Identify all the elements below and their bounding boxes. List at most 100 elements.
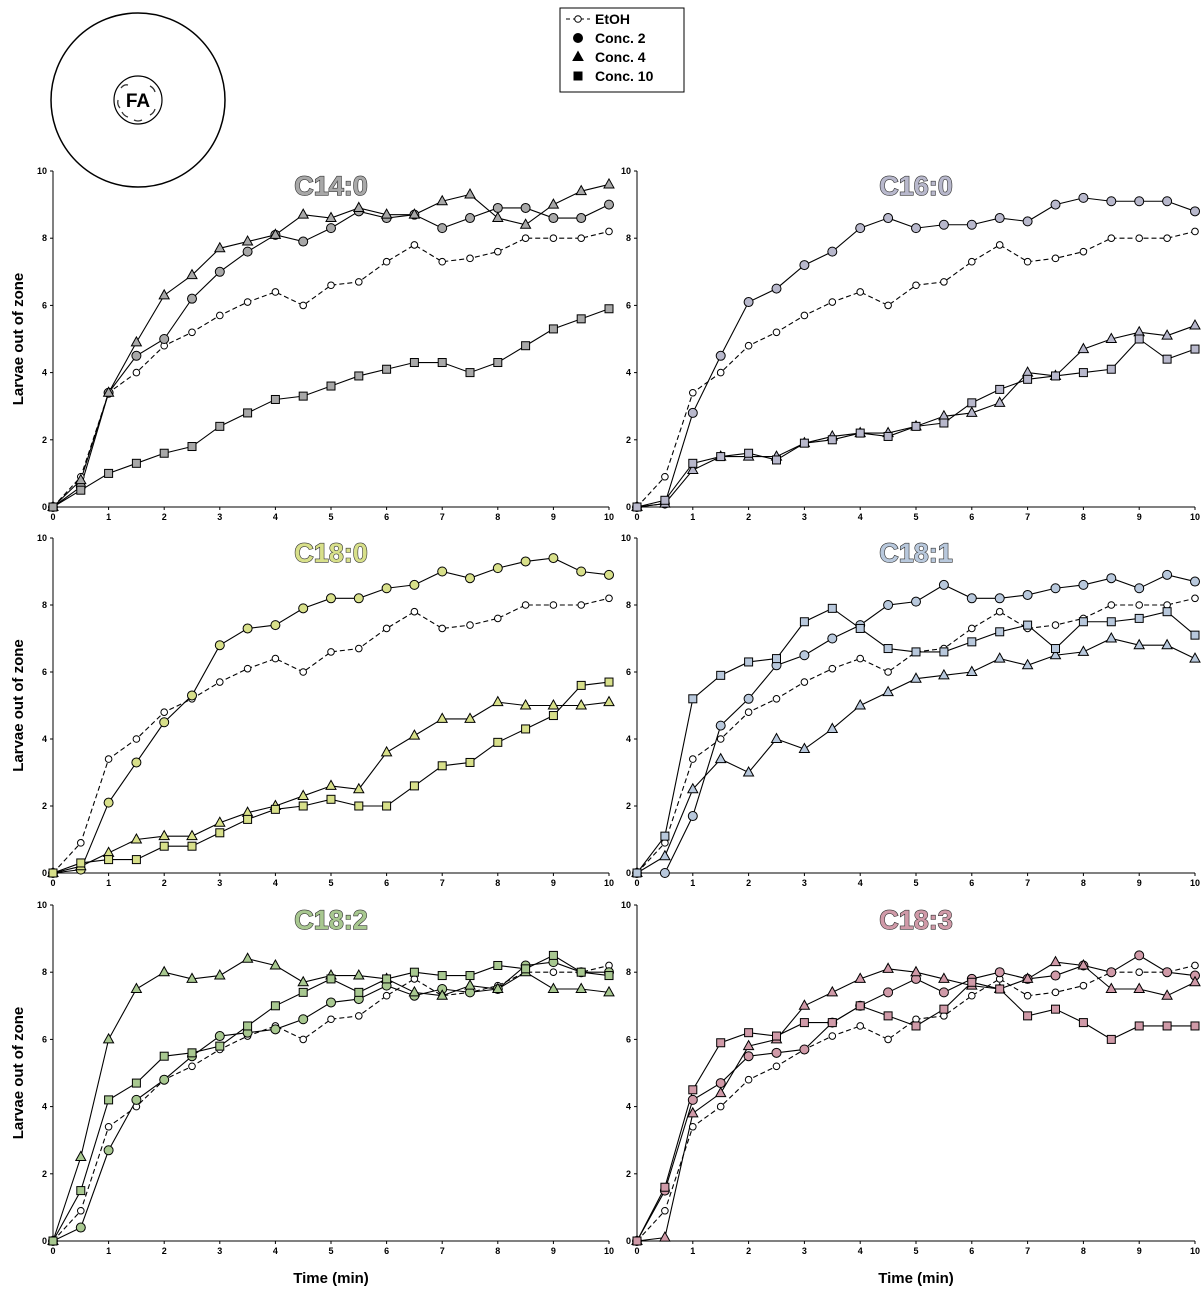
data-point (492, 202, 503, 213)
panel: 0 2 4 6 8 10 0 1 2 3 4 5 6 7 8 9 10 C18:0 Larvae out of zo… (10, 533, 615, 888)
x-tick-label: 9 (1137, 878, 1142, 888)
data-point (1022, 216, 1033, 227)
data-point (186, 829, 198, 841)
y-tick-label: 10 (37, 533, 47, 543)
data-point (604, 971, 614, 981)
data-point (519, 698, 532, 710)
data-point (409, 967, 419, 977)
data-point (689, 388, 697, 397)
data-point (1134, 583, 1145, 594)
data-point (1078, 368, 1088, 378)
data-point (1134, 950, 1145, 961)
data-point (604, 199, 614, 210)
data-point (854, 698, 867, 710)
data-point (158, 965, 171, 977)
x-tick-label: 2 (746, 878, 751, 888)
x-tick-label: 7 (1025, 878, 1030, 888)
data-point (409, 358, 419, 368)
data-point (159, 448, 169, 458)
x-axis-label: Time (min) (293, 1270, 369, 1287)
data-point (521, 601, 530, 609)
data-point (214, 1031, 225, 1042)
data-point (1190, 344, 1200, 354)
data-point (661, 472, 669, 481)
y-tick-label: 2 (42, 1169, 47, 1179)
data-point (380, 745, 393, 757)
data-point (940, 278, 948, 286)
data-point (1078, 1018, 1088, 1028)
data-point (1162, 607, 1172, 617)
data-point (270, 620, 281, 631)
data-point (1134, 1021, 1144, 1031)
data-point (214, 266, 225, 277)
data-point (1051, 644, 1060, 654)
x-tick-label: 5 (913, 1246, 918, 1256)
data-point (772, 1031, 781, 1041)
data-point (994, 593, 1005, 604)
panel-title: C16:0 (879, 171, 953, 201)
data-point (605, 594, 613, 603)
data-point (132, 735, 141, 743)
x-tick-label: 3 (802, 878, 807, 888)
data-point (576, 213, 587, 224)
data-point (1106, 617, 1116, 627)
data-point (798, 742, 811, 754)
data-point (75, 1222, 86, 1233)
data-point (354, 987, 364, 997)
data-point (130, 832, 143, 844)
data-point (493, 960, 503, 970)
data-point (994, 967, 1005, 978)
data-point (743, 693, 754, 704)
data-point (883, 600, 894, 610)
data-point (382, 257, 391, 266)
data-point (491, 982, 504, 993)
data-point (297, 208, 310, 219)
data-point (1023, 620, 1033, 630)
data-point (408, 985, 421, 997)
data-point (354, 371, 364, 381)
data-point (326, 381, 336, 391)
data-point (659, 868, 670, 878)
data-point (326, 997, 336, 1008)
data-point (270, 1024, 281, 1035)
data-point (159, 841, 169, 851)
data-point (131, 1094, 142, 1105)
data-point (521, 341, 531, 351)
data-point (1106, 196, 1117, 207)
data-point (856, 288, 865, 296)
data-point (689, 1122, 697, 1131)
y-tick-label: 6 (42, 667, 47, 677)
data-point (159, 1051, 169, 1061)
data-point (968, 257, 976, 266)
data-point (827, 435, 837, 445)
data-point (103, 797, 114, 808)
y-tick-label: 0 (42, 868, 47, 878)
data-point (799, 617, 809, 627)
data-point (271, 654, 280, 663)
panel: 0 2 4 6 8 10 0 1 2 3 4 5 6 7 8 9 10 C16:0 (621, 166, 1201, 522)
x-tick-label: 8 (1081, 1246, 1086, 1256)
data-point (437, 971, 447, 981)
data-point (299, 1035, 308, 1044)
data-point (884, 1035, 892, 1044)
data-point (216, 311, 224, 320)
data-point (492, 563, 503, 574)
data-point (299, 301, 308, 310)
data-point (186, 972, 198, 983)
data-point (243, 408, 253, 418)
data-point (576, 680, 586, 690)
data-point (1078, 192, 1089, 203)
x-tick-label: 2 (162, 512, 167, 522)
data-point (716, 735, 725, 743)
data-point (1023, 374, 1033, 384)
x-tick-label: 9 (551, 1246, 556, 1256)
data-point (1190, 206, 1200, 217)
data-point (437, 358, 447, 368)
data-point (1135, 234, 1143, 242)
y-tick-label: 0 (626, 868, 631, 878)
data-point (131, 757, 142, 768)
legend-label: Conc. 4 (595, 49, 646, 65)
x-tick-label: 1 (690, 512, 695, 522)
panel-title: C18:0 (294, 538, 368, 568)
y-tick-label: 10 (621, 166, 631, 176)
